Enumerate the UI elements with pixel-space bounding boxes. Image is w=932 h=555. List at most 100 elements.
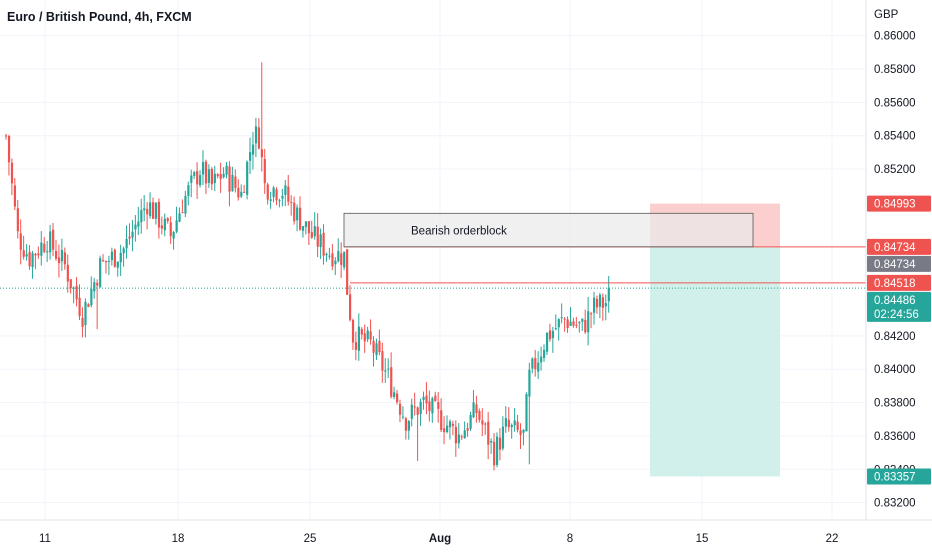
candle-body-185 [548,330,552,340]
candle-body-159 [472,402,475,418]
candle-body-204 [604,303,607,307]
candle-body-20 [63,252,66,265]
candle-body-6 [22,250,25,257]
candle-body-41 [125,238,128,249]
candle-body-117 [348,294,352,320]
candle-body-93 [278,200,281,202]
candle-body-71 [213,173,216,184]
candle-body-184 [545,332,549,352]
candle-body-113 [337,250,340,262]
candle-body-136 [404,418,408,431]
price-badge-text-0: 0.84993 [874,199,916,211]
candle-body-9 [31,253,34,268]
y-tick-label-0: 0.86000 [874,31,916,43]
candle-body-52 [157,201,161,228]
candle-body-205 [607,288,610,302]
candle-body-79 [237,187,240,198]
bearish-orderblock-box[interactable] [343,212,754,248]
candle-body-74 [222,173,225,178]
candle-body-155 [460,436,463,438]
candle-body-37 [113,249,116,267]
candle-body-123 [366,330,369,340]
candle-body-165 [490,440,493,443]
candle-body-68 [204,161,208,184]
price-badge-text-3: 0.84518 [874,278,916,290]
candle-body-190 [563,318,566,320]
candle-body-63 [190,175,193,183]
candle-body-26 [81,317,84,327]
candle-body-39 [119,252,122,263]
candle-body-119 [354,342,358,350]
candle-body-145 [431,398,434,414]
countdown-text: 02:24:56 [874,309,919,321]
candle-body-110 [328,255,331,257]
take-profit-zone[interactable] [650,246,780,477]
candle-body-65 [196,171,199,185]
x-tick-label-4: 8 [567,533,573,545]
candle-body-152 [451,423,455,426]
candle-body-104 [310,232,313,238]
candle-body-81 [243,191,246,193]
candle-body-116 [346,249,349,295]
candle-body-80 [240,191,243,197]
candle-body-62 [187,185,190,196]
candle-body-14 [46,251,49,253]
candle-body-61 [184,195,187,214]
candle-body-153 [454,426,458,444]
chart-title: Euro / British Pound, 4h, FXCM [7,10,192,24]
candle-body-156 [463,430,466,439]
y-tick-label-5: 0.84200 [874,331,916,343]
candle-body-201 [595,298,599,308]
candle-body-154 [457,434,460,444]
candle-body-143 [425,395,428,404]
candle-body-27 [84,301,87,326]
candle-body-160 [475,404,478,414]
price-badge-1 [867,238,931,255]
candle-body-171 [507,419,510,428]
candle-body-16 [52,229,55,250]
price-badge-text-1: 0.84734 [874,242,916,254]
candle-body-55 [166,218,169,222]
candle-body-181 [537,362,540,372]
candle-body-2 [10,162,14,184]
candle-body-92 [275,189,278,201]
candle-body-193 [572,321,575,326]
candle-body-34 [104,260,108,263]
candle-body-147 [437,402,440,409]
candle-body-57 [172,231,175,239]
candle-body-54 [163,218,166,231]
candle-body-58 [175,220,178,232]
candle-body-83 [249,152,252,161]
candle-body-138 [410,404,413,419]
candle-body-189 [560,317,563,319]
candle-body-100 [299,207,302,230]
candle-body-64 [193,172,196,176]
price-axis[interactable]: GBP 0.86000 0.85800 0.85600 0.85400 0.85200 0.… [865,0,932,550]
candle-body-66 [199,175,202,186]
candle-body-108 [322,232,325,256]
candle-body-4 [16,208,19,232]
candle-body-11 [37,253,40,256]
time-axis[interactable]: 11 18 25 Aug 8 15 22 [0,519,932,545]
candle-body-76 [228,166,231,192]
grid-lines [0,0,866,520]
candle-body-124 [369,331,372,340]
candle-body-105 [313,226,316,237]
candle-body-186 [551,330,555,339]
price-badge-4 [867,291,931,322]
candle-body-101 [301,226,305,231]
candle-body-48 [146,208,149,215]
candle-body-88 [263,159,266,184]
candle-body-202 [598,294,602,307]
candle-body-122 [363,333,366,342]
candle-body-46 [140,210,143,223]
candle-body-38 [116,261,119,268]
candle-body-35 [107,260,111,262]
candle-body-187 [554,328,557,330]
candle-body-5 [19,233,22,250]
candle-body-43 [131,231,134,238]
candle-body-195 [578,322,581,324]
price-badge-text-5: 0.83357 [874,471,916,483]
